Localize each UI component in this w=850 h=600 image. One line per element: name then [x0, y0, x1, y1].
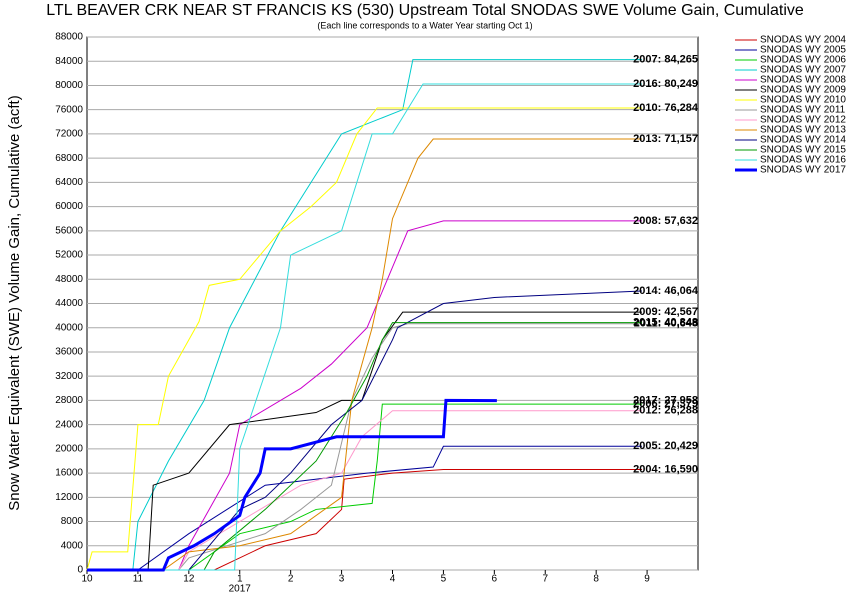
series-line — [87, 323, 642, 571]
end-label: 2014: 46,064 — [633, 285, 699, 297]
end-label: 2011: 40,648 — [634, 318, 698, 330]
y-tick-label: 12000 — [55, 492, 83, 503]
y-tick-label: 8000 — [61, 516, 84, 527]
legend-label: SNODAS WY 2008 — [760, 75, 846, 86]
y-tick-label: 28000 — [55, 395, 83, 406]
series-line — [87, 398, 497, 572]
y-tick-label: 52000 — [55, 250, 83, 261]
y-tick-label: 88000 — [55, 32, 83, 43]
end-label: 2006: 27,379 — [633, 398, 698, 410]
legend-label: SNODAS WY 2006 — [760, 55, 846, 66]
legend-label: SNODAS WY 2005 — [760, 45, 846, 56]
end-label: 2016: 80,249 — [633, 78, 698, 90]
legend-label: SNODAS WY 2015 — [760, 145, 846, 156]
y-tick-label: 24000 — [55, 419, 83, 430]
y-tick-label: 44000 — [55, 298, 83, 309]
legend-label: SNODAS WY 2004 — [760, 35, 846, 46]
end-label: 2008: 57,632 — [633, 215, 698, 227]
y-tick-label: 76000 — [55, 104, 83, 115]
y-tick-label: 80000 — [55, 80, 83, 91]
end-label: 2013: 71,157 — [633, 133, 698, 145]
y-tick-label: 84000 — [55, 56, 83, 67]
x-tick-label: 10 — [81, 574, 93, 585]
series-line — [86, 107, 642, 571]
series-line — [87, 138, 642, 571]
x-tick-label: 4 — [390, 574, 396, 585]
end-label: 2015: 40,848 — [633, 316, 698, 328]
legend-label: SNODAS WY 2017 — [760, 165, 846, 176]
y-tick-label: 56000 — [55, 225, 83, 236]
end-label: 2010: 76,284 — [633, 102, 699, 114]
chart-subtitle: (Each line corresponds to a Water Year s… — [317, 20, 532, 30]
legend-label: SNODAS WY 2013 — [760, 125, 846, 136]
legend-label: SNODAS WY 2016 — [760, 155, 846, 166]
end-label: 2005: 20,429 — [633, 440, 698, 452]
x-tick-label: 3 — [339, 574, 345, 585]
y-tick-label: 72000 — [55, 129, 83, 140]
series-line — [87, 410, 642, 571]
x-tick-label: 8 — [593, 574, 599, 585]
y-tick-label: 40000 — [55, 322, 83, 333]
legend-label: SNODAS WY 2007 — [760, 65, 846, 76]
x-tick-label: 9 — [644, 574, 650, 585]
x-tick-label: 6 — [492, 574, 498, 585]
series-line — [87, 59, 642, 571]
x-tick-label: 1 — [237, 574, 243, 585]
end-label: 2012: 26,288 — [633, 405, 698, 417]
series-line — [87, 469, 642, 571]
end-label: 2017: 27,958 — [633, 395, 698, 407]
chart-title: LTL BEAVER CRK NEAR ST FRANCIS KS (530) … — [46, 2, 804, 19]
y-tick-label: 16000 — [55, 468, 83, 479]
x-year-label: 2017 — [229, 584, 252, 595]
end-label: 2007: 84,265 — [633, 54, 698, 66]
y-tick-label: 20000 — [55, 444, 83, 455]
legend-label: SNODAS WY 2010 — [760, 95, 846, 106]
y-tick-label: 64000 — [55, 177, 83, 188]
x-tick-label: 5 — [441, 574, 447, 585]
series-line — [87, 445, 642, 571]
series-line — [87, 403, 642, 571]
x-tick-label: 12 — [183, 574, 195, 585]
y-tick-label: 4000 — [61, 540, 84, 551]
x-tick-label: 2 — [288, 574, 294, 585]
y-tick-label: 0 — [77, 565, 83, 576]
legend-label: SNODAS WY 2009 — [760, 85, 846, 96]
y-tick-label: 36000 — [55, 347, 83, 358]
legend-label: SNODAS WY 2011 — [760, 105, 846, 116]
y-tick-label: 60000 — [55, 201, 83, 212]
y-tick-label: 48000 — [55, 274, 83, 285]
legend-label: SNODAS WY 2012 — [760, 115, 846, 126]
series-line — [87, 311, 642, 571]
legend-label: SNODAS WY 2014 — [760, 135, 846, 146]
end-label: 2004: 16,590 — [633, 463, 698, 475]
x-tick-label: 11 — [133, 574, 144, 585]
series-line — [87, 83, 642, 571]
x-tick-label: 7 — [542, 574, 548, 585]
y-axis-label: Snow Water Equivalent (SWE) Volume Gain,… — [6, 95, 23, 510]
end-label: 2009: 42,567 — [633, 306, 698, 318]
y-tick-label: 68000 — [55, 153, 83, 164]
series-line — [87, 290, 643, 571]
y-tick-label: 32000 — [55, 371, 83, 382]
